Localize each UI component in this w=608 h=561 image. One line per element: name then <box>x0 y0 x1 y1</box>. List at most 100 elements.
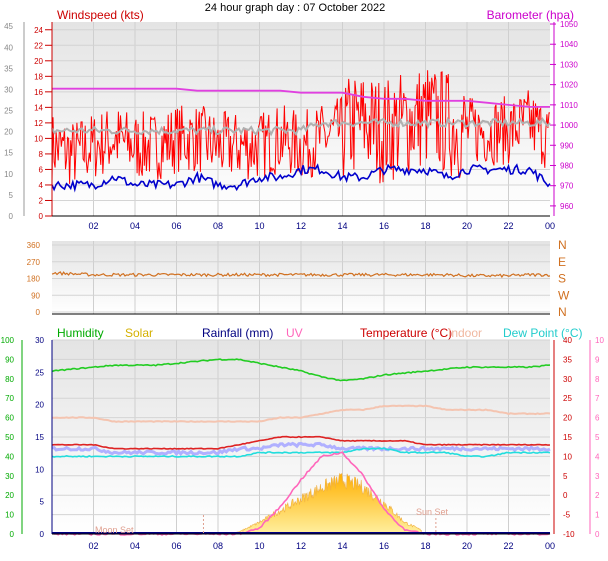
y-tick-label-rainfall: 15 <box>35 433 44 442</box>
y-tick-label-barometer: 1030 <box>560 60 578 69</box>
y-tick-label-uv: 2 <box>595 491 600 500</box>
x-tick-label: 10 <box>254 541 264 551</box>
x-tick-label: 08 <box>213 541 223 551</box>
y-tick-label-outer: 10 <box>4 170 13 179</box>
y-tick-label-rainfall: 10 <box>35 465 44 474</box>
y-tick-label-temperature: 15 <box>563 433 572 442</box>
y-tick-label-humidity: 50 <box>5 433 14 442</box>
y-tick-label-humidity: 10 <box>5 511 14 520</box>
axes: 0202040406060808101012121414161618182020… <box>1 20 605 551</box>
y-tick-label-uv: 5 <box>595 433 600 442</box>
y-tick-label-rainfall: 5 <box>40 498 45 507</box>
y-tick-label-direction: 0 <box>36 308 41 317</box>
y-tick-label-outer: 35 <box>4 64 13 73</box>
y-tick-label-outer: 30 <box>4 85 13 94</box>
y-tick-label-uv: 4 <box>595 452 600 461</box>
legend-indoor: Indoor <box>448 326 482 340</box>
y-tick-label-uv: 9 <box>595 355 600 364</box>
x-tick-label: 14 <box>337 221 347 231</box>
y-tick-label-barometer: 960 <box>560 202 574 211</box>
y-tick-label-temperature: 0 <box>563 491 568 500</box>
y-tick-label-windspeed: 10 <box>34 134 43 143</box>
series-humidity <box>51 358 551 382</box>
y-tick-label-temperature: 10 <box>563 452 572 461</box>
x-tick-label: 16 <box>379 221 389 231</box>
x-tick-label: 12 <box>296 541 306 551</box>
y-tick-label-uv: 3 <box>595 472 600 481</box>
legend-dewpoint: Dew Point (°C) <box>503 326 582 340</box>
compass-label: E <box>558 255 566 269</box>
y-tick-label-humidity: 30 <box>5 472 14 481</box>
x-tick-label: 04 <box>130 221 140 231</box>
y-tick-label-barometer: 970 <box>560 182 574 191</box>
y-tick-label-temperature: 20 <box>563 414 572 423</box>
y-tick-label-humidity: 90 <box>5 355 14 364</box>
x-tick-label: 10 <box>254 221 264 231</box>
y-tick-label-uv: 6 <box>595 414 600 423</box>
x-tick-label: 12 <box>296 221 306 231</box>
y-tick-label-humidity: 70 <box>5 394 14 403</box>
x-tick-label: 20 <box>462 541 472 551</box>
y-tick-label-rainfall: 25 <box>35 368 44 377</box>
y-tick-label-windspeed: 12 <box>34 119 43 128</box>
legend-rainfall: Rainfall (mm) <box>202 326 273 340</box>
x-tick-label: 16 <box>379 541 389 551</box>
x-tick-label: 08 <box>213 221 223 231</box>
y-tick-label-windspeed: 24 <box>34 26 43 35</box>
x-tick-label: 14 <box>337 541 347 551</box>
y-tick-label-windspeed: 2 <box>39 196 44 205</box>
y-tick-label-humidity: 100 <box>1 336 15 345</box>
y-tick-label-temperature: -5 <box>563 511 571 520</box>
x-tick-label: 20 <box>462 221 472 231</box>
y-tick-label-barometer: 980 <box>560 161 574 170</box>
x-tick-label: 22 <box>503 221 513 231</box>
series-barometer <box>52 87 550 108</box>
legend-uv: UV <box>286 326 303 340</box>
y-tick-label-outer: 40 <box>4 43 13 52</box>
legend-barometer: Barometer (hpa) <box>487 8 574 22</box>
y-tick-label-rainfall: 0 <box>40 530 45 539</box>
annotation-moon-set: Moon Set <box>95 525 134 535</box>
compass-label: N <box>558 238 567 252</box>
y-tick-label-humidity: 60 <box>5 414 14 423</box>
x-tick-label: 00 <box>545 221 555 231</box>
y-tick-label-humidity: 80 <box>5 375 14 384</box>
y-tick-label-outer: 5 <box>9 191 14 200</box>
y-tick-label-uv: 7 <box>595 394 600 403</box>
series-wind-average <box>51 116 551 137</box>
legend-windspeed: Windspeed (kts) <box>57 8 144 22</box>
series-indoor <box>51 404 551 423</box>
y-tick-label-barometer: 1020 <box>560 81 578 90</box>
y-tick-label-humidity: 40 <box>5 452 14 461</box>
legend-temperature: Temperature (°C) <box>360 326 452 340</box>
y-tick-label-windspeed: 4 <box>39 181 44 190</box>
y-tick-label-temperature: 40 <box>563 336 572 345</box>
x-tick-label: 00 <box>545 541 555 551</box>
y-tick-label-barometer: 990 <box>560 141 574 150</box>
y-tick-label-direction: 90 <box>31 291 40 300</box>
y-tick-label-direction: 270 <box>27 258 41 267</box>
y-tick-label-windspeed: 14 <box>34 103 43 112</box>
y-tick-label-windspeed: 20 <box>34 57 43 66</box>
y-tick-label-outer: 45 <box>4 22 13 31</box>
y-tick-label-uv: 0 <box>595 530 600 539</box>
y-tick-label-windspeed: 22 <box>34 41 43 50</box>
series-temperature <box>51 435 551 450</box>
y-tick-label-rainfall: 20 <box>35 401 44 410</box>
x-tick-label: 18 <box>420 541 430 551</box>
y-tick-label-barometer: 1040 <box>560 40 578 49</box>
y-tick-label-temperature: 5 <box>563 472 568 481</box>
compass-label: W <box>558 288 570 302</box>
y-tick-label-humidity: 0 <box>10 530 15 539</box>
series-temperature-band <box>51 441 551 457</box>
y-tick-label-direction: 180 <box>27 275 41 284</box>
y-tick-label-outer: 20 <box>4 128 13 137</box>
y-tick-label-outer: 15 <box>4 149 13 158</box>
y-tick-label-rainfall: 30 <box>35 336 44 345</box>
y-tick-label-uv: 8 <box>595 375 600 384</box>
x-tick-label: 02 <box>88 541 98 551</box>
y-tick-label-uv: 1 <box>595 511 600 520</box>
x-tick-label: 04 <box>130 541 140 551</box>
y-tick-label-windspeed: 18 <box>34 72 43 81</box>
series-wind-direction <box>51 271 551 279</box>
